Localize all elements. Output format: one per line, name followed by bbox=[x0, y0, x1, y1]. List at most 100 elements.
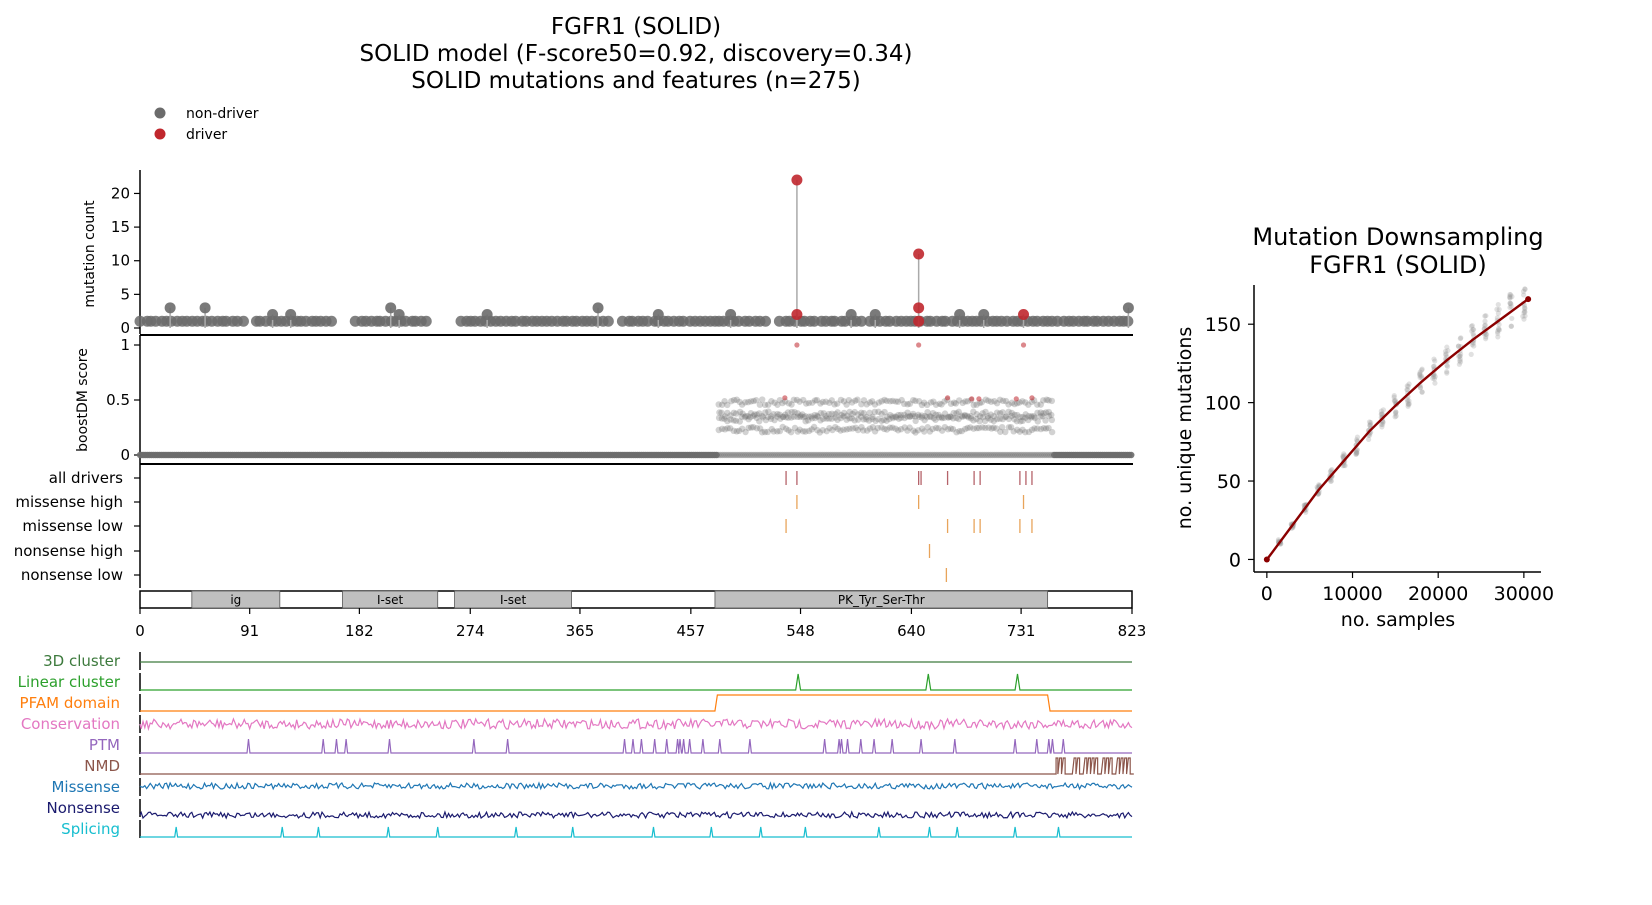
boostdm-point bbox=[819, 398, 827, 406]
downsampling-sample-point bbox=[1495, 330, 1501, 336]
boostdm-point bbox=[886, 415, 893, 423]
boostdm-point bbox=[1048, 397, 1056, 405]
downsampling-sample-point bbox=[1495, 301, 1501, 308]
boostdm-point bbox=[1022, 411, 1029, 418]
downsampling-ticks: 0 10000 20000 30000 0 50 100 150 bbox=[1205, 314, 1554, 605]
boostdm-point bbox=[1031, 414, 1038, 422]
boostdm-point bbox=[768, 398, 775, 405]
downsampling-sample-point bbox=[1393, 409, 1399, 415]
boostdm-point bbox=[964, 412, 971, 420]
boostdm-point bbox=[900, 400, 908, 408]
boostdm-point bbox=[802, 418, 809, 425]
boostdm-point bbox=[759, 414, 767, 421]
boostdm-point bbox=[755, 451, 763, 459]
boostdm-point bbox=[1022, 451, 1029, 459]
boostdm-tick-label: 0 bbox=[120, 446, 130, 464]
downsampling-sample-point bbox=[1380, 419, 1386, 425]
boostdm-point bbox=[834, 451, 842, 459]
boostdm-point bbox=[1039, 451, 1046, 459]
boostdm-point bbox=[854, 411, 862, 418]
track-label: Missense bbox=[51, 778, 120, 796]
boostdm-point bbox=[993, 399, 1001, 407]
downsampling-sample-point bbox=[1368, 419, 1374, 426]
downsampling-sample-point bbox=[1522, 286, 1528, 292]
boostdm-point bbox=[941, 410, 949, 417]
boostdm-point bbox=[751, 411, 758, 418]
boostdm-point bbox=[947, 425, 955, 432]
boostdm-point bbox=[788, 451, 796, 459]
boostdm-point bbox=[779, 451, 786, 459]
boostdm-point bbox=[1033, 451, 1040, 459]
downsampling-sample-point bbox=[1431, 373, 1437, 380]
downsampling-sample-point bbox=[1353, 451, 1359, 458]
boostdm-point bbox=[767, 451, 774, 459]
downsampling-y-tick-label: 150 bbox=[1205, 314, 1241, 336]
boostdm-point bbox=[999, 415, 1007, 423]
downsampling-sample-point bbox=[1507, 300, 1513, 306]
boostdm-point bbox=[817, 409, 824, 417]
boostdm-point bbox=[1005, 408, 1012, 415]
boostdm-point bbox=[970, 401, 977, 409]
position-tick-label: 548 bbox=[786, 622, 815, 640]
mutation-count-ylabel: mutation count bbox=[82, 200, 98, 308]
position-tick-label: 640 bbox=[897, 622, 926, 640]
position-x-axis-ticks: 0 91 182 274 365 457 548 640 731 823 bbox=[135, 608, 1146, 640]
downsampling-sample-point bbox=[1455, 343, 1462, 349]
boostdm-point bbox=[987, 411, 995, 418]
downsampling-sample-point bbox=[1430, 375, 1436, 381]
downsampling-sample-point bbox=[1482, 322, 1488, 328]
boostdm-point bbox=[787, 428, 795, 436]
boostdm-point bbox=[930, 398, 937, 405]
boostdm-point bbox=[947, 400, 955, 407]
boostdm-point bbox=[916, 413, 923, 420]
boostdm-point bbox=[716, 409, 723, 416]
boostdm-point bbox=[990, 417, 998, 425]
boostdm-point bbox=[715, 401, 722, 408]
boostdm-point bbox=[987, 398, 995, 405]
boostdm-point bbox=[724, 409, 731, 417]
boostdm-point bbox=[906, 400, 914, 407]
legend-driver-label: driver bbox=[186, 127, 227, 143]
boostdm-point bbox=[1002, 428, 1009, 436]
track-line bbox=[139, 810, 1133, 820]
boostdm-point bbox=[989, 451, 996, 459]
boostdm-point bbox=[730, 396, 738, 404]
downsampling-sample-point bbox=[1430, 363, 1437, 370]
boostdm-point bbox=[736, 418, 744, 425]
boostdm-point bbox=[1034, 418, 1041, 425]
boostdm-point bbox=[949, 415, 957, 422]
boostdm-point bbox=[761, 428, 769, 436]
boostdm-point bbox=[861, 451, 869, 459]
boostdm-point bbox=[759, 396, 766, 403]
boostdm-point bbox=[995, 451, 1002, 459]
downsampling-sample-point bbox=[1341, 462, 1347, 469]
boostdm-point bbox=[802, 428, 809, 435]
non-driver-point bbox=[954, 309, 966, 321]
boostdm-point bbox=[880, 416, 888, 424]
boostdm-point bbox=[814, 426, 821, 434]
downsampling-sample-point bbox=[1417, 385, 1424, 391]
boostdm-point bbox=[756, 418, 763, 425]
boostdm-point bbox=[834, 416, 841, 424]
downsampling-sample-point bbox=[1496, 306, 1502, 313]
boostdm-point bbox=[985, 451, 992, 459]
boostdm-point bbox=[883, 451, 890, 459]
boostdm-point bbox=[912, 397, 919, 405]
boostdm-point bbox=[1035, 451, 1042, 459]
boostdm-point bbox=[904, 451, 911, 459]
boostdm-point bbox=[728, 397, 735, 405]
non-driver-point bbox=[393, 309, 405, 321]
boostdm-point bbox=[953, 414, 960, 422]
boostdm-point bbox=[896, 451, 904, 459]
boostdm-point bbox=[845, 396, 853, 404]
downsampling-sample-point bbox=[1431, 376, 1438, 382]
boostdm-point bbox=[959, 413, 966, 420]
downsampling-sample-point bbox=[1522, 286, 1528, 293]
boostdm-point bbox=[1034, 409, 1041, 417]
downsampling-sample-point bbox=[1432, 374, 1438, 380]
boostdm-point bbox=[998, 423, 1006, 431]
boostdm-point bbox=[821, 451, 828, 459]
boostdm-point bbox=[863, 451, 871, 459]
downsampling-sample-point bbox=[1404, 383, 1410, 389]
downsampling-end-point bbox=[1525, 296, 1532, 303]
